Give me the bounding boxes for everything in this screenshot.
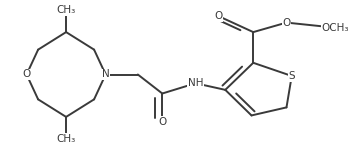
Text: O: O [282,18,291,28]
Text: S: S [289,71,295,81]
Text: CH₃: CH₃ [57,134,76,144]
Text: O: O [158,117,166,127]
Text: CH₃: CH₃ [57,5,76,15]
Text: O: O [214,11,222,21]
Text: O: O [22,69,31,80]
Text: NH: NH [188,78,203,88]
Text: OCH₃: OCH₃ [322,23,349,33]
Text: N: N [102,69,109,80]
